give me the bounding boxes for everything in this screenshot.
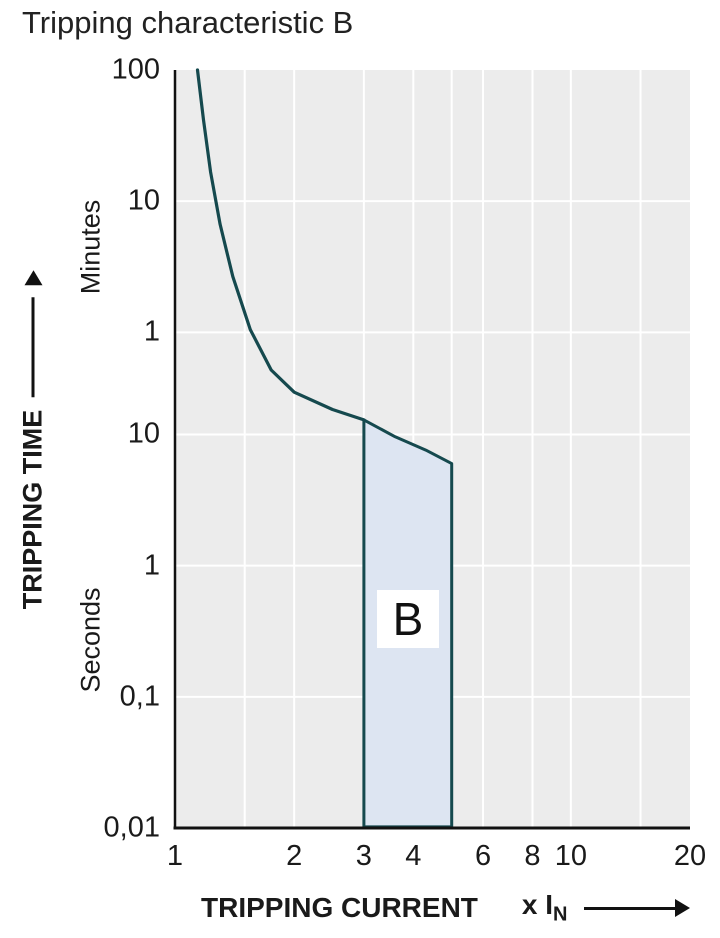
x-tick-label: 10: [554, 840, 587, 872]
y-axis-seconds-label: Seconds: [75, 587, 106, 693]
y-tick-label: 100: [111, 53, 160, 86]
x-tick-label: 8: [524, 840, 541, 872]
x-tick-label: 6: [474, 840, 492, 872]
y-tick-label: 1: [143, 549, 160, 582]
y-axis-arrow-icon: [24, 270, 42, 286]
band-label-box: B: [377, 590, 439, 648]
thermal-trip-curve: [195, 68, 366, 422]
x-axis-arrow-icon: [675, 899, 690, 917]
x-tick-label: 3: [355, 840, 372, 872]
x-tick-label: 2: [286, 840, 303, 872]
y-tick-label: 1: [143, 315, 160, 348]
x-axis-unit: x IN: [522, 889, 568, 927]
x-tick-label: 4: [405, 840, 422, 872]
x-tick-label: 20: [673, 840, 707, 872]
band-label: B: [392, 593, 424, 645]
x-axis-unit-prefix: x I: [521, 889, 554, 921]
y-tick-label: 0,01: [103, 811, 160, 844]
x-axis-arrow-line: [583, 906, 675, 910]
y-tick-label: 10: [127, 184, 160, 217]
y-axis-minutes-label: Minutes: [75, 199, 106, 295]
x-axis-unit-subscript: N: [553, 903, 568, 926]
x-axis-title: TRIPPING CURRENT: [201, 892, 478, 923]
x-axis-caption: TRIPPING CURRENT x IN: [175, 888, 690, 928]
y-axis-arrow-line: [31, 297, 35, 398]
x-tick-label: 1: [166, 840, 184, 872]
y-axis-title: TRIPPING TIME: [17, 409, 48, 610]
y-tick-label: 10: [127, 417, 160, 450]
y-tick-label: 0,1: [119, 680, 160, 713]
chart-title: Tripping characteristic B: [22, 5, 354, 40]
